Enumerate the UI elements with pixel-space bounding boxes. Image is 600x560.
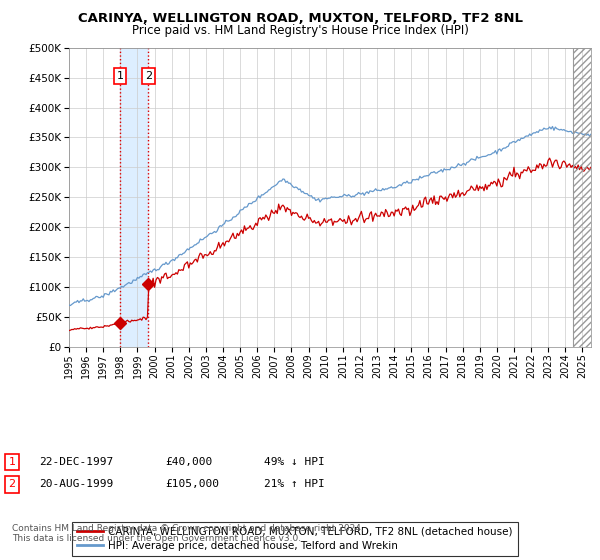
Text: 22-DEC-1997: 22-DEC-1997 <box>39 457 113 467</box>
Text: £40,000: £40,000 <box>165 457 212 467</box>
Text: 1: 1 <box>8 457 16 467</box>
Text: 1: 1 <box>116 71 124 81</box>
Bar <box>120 48 148 347</box>
Text: 2: 2 <box>8 479 16 489</box>
Legend: CARINYA, WELLINGTON ROAD, MUXTON, TELFORD, TF2 8NL (detached house), HPI: Averag: CARINYA, WELLINGTON ROAD, MUXTON, TELFOR… <box>71 522 518 556</box>
Text: CARINYA, WELLINGTON ROAD, MUXTON, TELFORD, TF2 8NL: CARINYA, WELLINGTON ROAD, MUXTON, TELFOR… <box>77 12 523 25</box>
Text: 21% ↑ HPI: 21% ↑ HPI <box>264 479 325 489</box>
Text: Contains HM Land Registry data © Crown copyright and database right 2024.
This d: Contains HM Land Registry data © Crown c… <box>12 524 364 543</box>
Text: £105,000: £105,000 <box>165 479 219 489</box>
Text: Price paid vs. HM Land Registry's House Price Index (HPI): Price paid vs. HM Land Registry's House … <box>131 24 469 37</box>
Text: 20-AUG-1999: 20-AUG-1999 <box>39 479 113 489</box>
Text: 2: 2 <box>145 71 152 81</box>
Text: 49% ↓ HPI: 49% ↓ HPI <box>264 457 325 467</box>
Bar <box>572 48 591 347</box>
